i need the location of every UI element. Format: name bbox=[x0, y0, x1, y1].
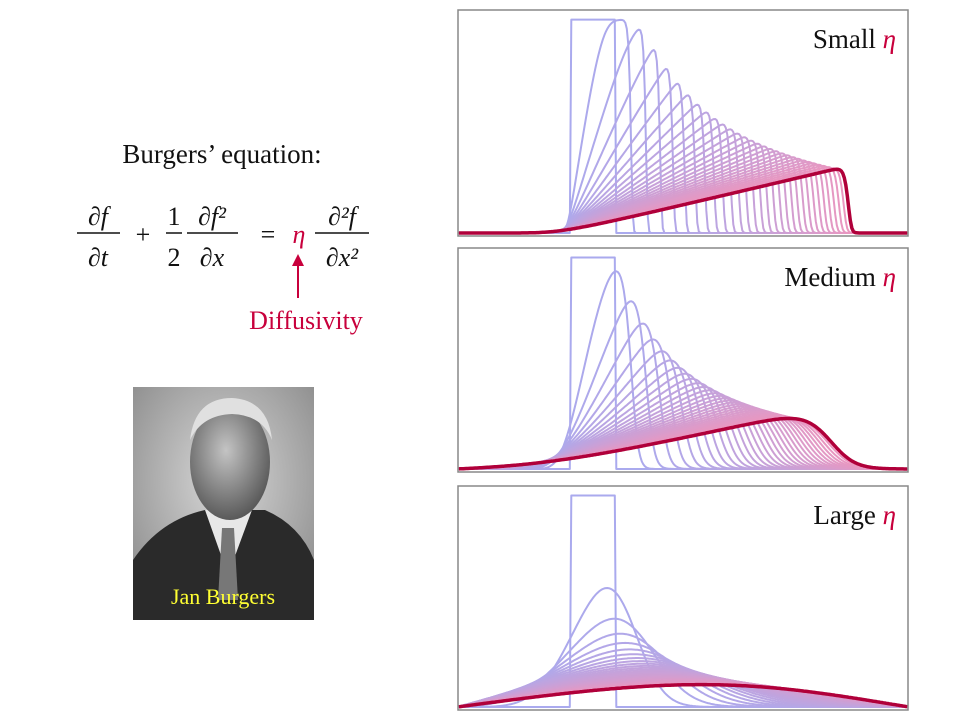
panel-frame bbox=[457, 247, 909, 473]
hair bbox=[190, 398, 272, 440]
eq-part: 2 bbox=[168, 243, 181, 272]
equation: ∂f ∂t + 1 2 ∂f² ∂x = η ∂²f ∂x² bbox=[77, 202, 369, 272]
curve bbox=[458, 160, 908, 234]
eq-coefficient: η bbox=[293, 220, 306, 249]
panel-label-symbol: η bbox=[883, 500, 896, 530]
panel-label-text: Large bbox=[813, 500, 875, 530]
eq-part: ∂x² bbox=[326, 243, 359, 272]
eq-part: ∂f² bbox=[198, 202, 227, 231]
panel-frame bbox=[457, 485, 909, 711]
panel: Medium η bbox=[457, 247, 909, 473]
eq-part: ∂f bbox=[88, 202, 112, 231]
curves bbox=[458, 18, 908, 235]
eq-part: ∂t bbox=[88, 243, 109, 272]
photo: Jan Burgers bbox=[133, 387, 314, 620]
tie bbox=[218, 528, 238, 600]
panel-label: Large η bbox=[813, 500, 896, 530]
panel-label-text: Medium bbox=[784, 262, 876, 292]
curve bbox=[458, 300, 908, 470]
panel-label: Medium η bbox=[784, 262, 896, 292]
face bbox=[190, 404, 270, 520]
curves bbox=[458, 256, 908, 471]
panel-label-text: Small bbox=[813, 24, 876, 54]
panel: Large η bbox=[457, 485, 909, 711]
panel-label-symbol: η bbox=[883, 262, 896, 292]
annotation: Diffusivity bbox=[249, 306, 363, 335]
final-curve bbox=[458, 682, 908, 709]
final-curve bbox=[458, 167, 908, 235]
panel-label-symbol: η bbox=[883, 24, 896, 54]
final-curve bbox=[458, 416, 908, 471]
panel-frame bbox=[457, 9, 909, 237]
eq-part: 1 bbox=[168, 202, 181, 231]
arrow-head bbox=[292, 254, 304, 266]
photo-caption: Jan Burgers bbox=[171, 584, 275, 609]
panel-label: Small η bbox=[813, 24, 896, 54]
eq-part: ∂x bbox=[200, 243, 225, 272]
eq-part: + bbox=[136, 220, 151, 249]
eq-part: = bbox=[261, 220, 276, 249]
eq-part: ∂²f bbox=[328, 202, 360, 231]
panel: Small η bbox=[457, 9, 909, 237]
heading: Burgers’ equation: bbox=[122, 139, 321, 169]
curves bbox=[458, 494, 908, 709]
curve bbox=[458, 322, 908, 470]
